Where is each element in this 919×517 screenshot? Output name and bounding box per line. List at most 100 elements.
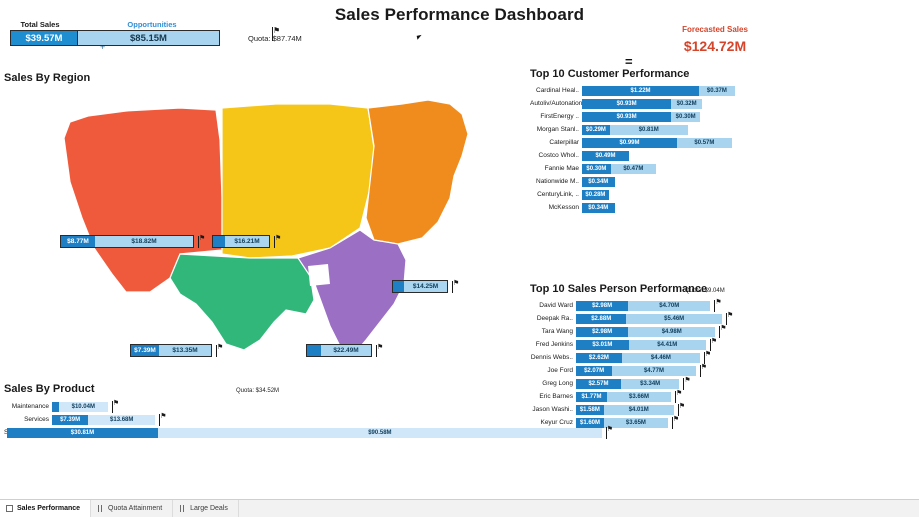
tab-sales-performance[interactable]: Sales Performance bbox=[0, 500, 92, 517]
map-region-south[interactable] bbox=[169, 253, 315, 351]
map-region-southeast[interactable] bbox=[297, 229, 407, 355]
bullet-track: $7.39M $13.68M bbox=[52, 414, 156, 425]
region-panel-title: Sales By Region bbox=[4, 72, 91, 84]
quota-flag-icon: ⚑ bbox=[702, 351, 712, 364]
map-label-south-sales: $7.39M bbox=[131, 345, 159, 356]
bullet-opportunity-segment: $4.77M bbox=[612, 365, 696, 376]
bullet-row[interactable]: Morgan Stanl.. $0.29M $0.81M bbox=[530, 124, 910, 135]
quota-annotation: Quota: $9.04M bbox=[685, 288, 725, 294]
bullet-opportunity-segment: $10.04M bbox=[58, 401, 108, 412]
salesperson-rows: David Ward $2.98M $4.70M ⚑ Deepak Ra.. $2.88M… bbox=[530, 288, 910, 429]
bullet-row-label: David Ward bbox=[539, 302, 573, 309]
bullet-opportunity-segment: $4.01M bbox=[603, 404, 674, 415]
bullet-row-label: Cardinal Heal.. bbox=[536, 87, 579, 94]
bullet-row[interactable]: Maintenance $10.04M ⚑ bbox=[4, 400, 524, 413]
map-label-northeast[interactable]: $14.25M ⚑ bbox=[392, 280, 460, 293]
bullet-track: $3.01M $4.41M bbox=[576, 339, 706, 350]
bullet-row[interactable]: Greg Long $2.57M $3.34M ⚑ bbox=[530, 377, 910, 390]
bullet-row-label: FirstEnergy .. bbox=[540, 113, 579, 120]
map-flag-west-icon: ⚑ bbox=[196, 235, 206, 248]
bullet-track: $0.99M $0.57M bbox=[582, 137, 732, 148]
total-sales-label: Total Sales bbox=[20, 20, 60, 29]
map-flag-northeast-icon: ⚑ bbox=[450, 280, 460, 293]
bars-icon bbox=[97, 505, 104, 512]
map-label-southeast[interactable]: $22.49M ⚑ bbox=[306, 344, 384, 357]
map-label-west-opportunity: $18.82M bbox=[95, 236, 193, 247]
bullet-row-label: Deepak Ra.. bbox=[536, 315, 573, 322]
bullet-sales-segment: $1.60M bbox=[576, 417, 604, 428]
bullet-row-label: Fred Jenkins bbox=[535, 341, 573, 348]
header-kpi-bar[interactable]: $39.57M $85.15M bbox=[10, 30, 220, 46]
map-label-central-sales: $16.21M bbox=[225, 236, 269, 247]
bullet-row[interactable]: Nationwide M.. $0.34M bbox=[530, 176, 910, 187]
bullet-row[interactable]: Software$30.81M$90.58M⚑ bbox=[4, 426, 613, 439]
bullet-sales-segment: $0.34M bbox=[582, 202, 615, 213]
bullet-row-label: CenturyLink, .. bbox=[537, 191, 579, 198]
tab-large-deals[interactable]: Large Deals bbox=[173, 500, 239, 517]
bullet-track: $30.81M $90.58M bbox=[7, 427, 602, 438]
bullet-track: $0.34M bbox=[582, 202, 615, 213]
bullet-row[interactable]: Joe Ford $2.07M $4.77M ⚑ bbox=[530, 364, 910, 377]
bullet-row[interactable]: Fannie Mae $0.30M $0.47M bbox=[530, 163, 910, 174]
bullet-row[interactable]: Cardinal Heal.. $1.22M $0.37M bbox=[530, 85, 910, 96]
bullet-row-label: Nationwide M.. bbox=[536, 178, 579, 185]
bullet-track: $0.28M bbox=[582, 189, 609, 200]
bullet-row[interactable]: Fred Jenkins $3.01M $4.41M ⚑ bbox=[530, 338, 910, 351]
map-label-south-opportunity: $13.35M bbox=[159, 345, 211, 356]
header-quota-label: Quota: $87.74M bbox=[248, 34, 302, 43]
equals-symbol: = bbox=[625, 54, 633, 69]
quota-annotation: Quota: $34.52M bbox=[236, 388, 280, 394]
bullet-sales-segment: $0.34M bbox=[582, 176, 615, 187]
map-label-west[interactable]: $8.77M $18.82M ⚑ bbox=[60, 235, 206, 248]
customer-panel-title: Top 10 Customer Performance bbox=[530, 68, 690, 80]
bullet-track: $2.57M $3.34M bbox=[576, 378, 680, 389]
bullet-row-label: Software bbox=[4, 429, 7, 436]
bullet-row[interactable]: Caterpillar $0.99M $0.57M bbox=[530, 137, 910, 148]
top-customer-performance-panel: Top 10 Customer Performance Cardinal Hea… bbox=[530, 68, 910, 215]
bullet-sales-segment: $0.30M bbox=[582, 163, 611, 174]
bullet-row-label: Maintenance bbox=[11, 403, 49, 410]
forecast-label: Forecasted Sales bbox=[682, 25, 748, 34]
bullet-row[interactable]: Eric Barnes $1.77M $3.66M ⚑ bbox=[530, 390, 910, 403]
bullet-row[interactable]: Services $7.39M $13.68M ⚑ bbox=[4, 413, 524, 426]
bullet-row-label: Autoliv/Autonation, I.. bbox=[530, 100, 582, 107]
bullet-row[interactable]: Autoliv/Autonation, I..$0.93M$0.32M bbox=[530, 98, 910, 109]
bullet-row[interactable]: CenturyLink, .. $0.28M bbox=[530, 189, 910, 200]
bullet-track: $2.98M $4.98M bbox=[576, 326, 716, 337]
bullet-opportunity-segment: $0.37M bbox=[699, 85, 735, 96]
bullet-row[interactable]: Keyur Cruz $1.60M $3.65M ⚑ bbox=[530, 416, 910, 429]
bullet-row-label: Costco Whol.. bbox=[538, 152, 579, 159]
bullet-row[interactable]: Deepak Ra.. $2.88M $5.46M ⚑ bbox=[530, 312, 910, 325]
bullet-row[interactable]: McKesson $0.34M bbox=[530, 202, 910, 213]
bullet-row[interactable]: Dennis Webs.. $2.62M $4.46M ⚑ bbox=[530, 351, 910, 364]
bullet-track: $2.98M $4.70M bbox=[576, 300, 711, 311]
bullet-row[interactable]: David Ward $2.98M $4.70M ⚑ bbox=[530, 299, 910, 312]
salesperson-panel-title: Top 10 Sales Person Performance bbox=[530, 283, 708, 295]
bullet-opportunity-segment: $3.34M bbox=[620, 378, 680, 389]
bullet-row[interactable]: Tara Wang $2.98M $4.98M ⚑ bbox=[530, 325, 910, 338]
bullet-track: $1.60M $3.65M bbox=[576, 417, 668, 428]
map-label-south[interactable]: $7.39M $13.35M ⚑ bbox=[130, 344, 224, 357]
map-region-northeast[interactable] bbox=[365, 99, 469, 245]
bullet-opportunity-segment: $4.70M bbox=[628, 300, 711, 311]
bullet-row[interactable]: Costco Whol.. $0.49M bbox=[530, 150, 910, 161]
bullet-row[interactable]: Jason Washi.. $1.58M $4.01M ⚑ bbox=[530, 403, 910, 416]
bullet-opportunity-segment: $90.58M bbox=[157, 427, 602, 438]
bullet-track: $2.62M $4.46M bbox=[576, 352, 700, 363]
sales-by-region-panel: Sales By Region $8.77M $18.82M ⚑ bbox=[0, 68, 525, 378]
bullet-track: $2.88M $5.46M bbox=[576, 313, 722, 324]
product-panel-title: Sales By Product bbox=[4, 383, 95, 395]
bullet-row-label: Greg Long bbox=[542, 380, 573, 387]
map-flag-central-icon: ⚑ bbox=[272, 235, 282, 248]
plus-symbol: + bbox=[100, 42, 106, 52]
tab-quota-attainment[interactable]: Quota Attainment bbox=[91, 500, 174, 517]
bullet-sales-segment: $2.62M bbox=[576, 352, 622, 363]
bullet-row[interactable]: FirstEnergy .. $0.93M $0.30M bbox=[530, 111, 910, 122]
bullet-sales-segment: $7.39M bbox=[52, 414, 89, 425]
quota-flag-icon: ⚑ bbox=[676, 403, 686, 416]
map-label-central[interactable]: $16.21M ⚑ bbox=[212, 235, 282, 248]
us-region-map[interactable] bbox=[30, 78, 490, 368]
bullet-sales-segment: $3.01M bbox=[576, 339, 629, 350]
bullet-track: $0.93M $0.30M bbox=[582, 111, 701, 122]
